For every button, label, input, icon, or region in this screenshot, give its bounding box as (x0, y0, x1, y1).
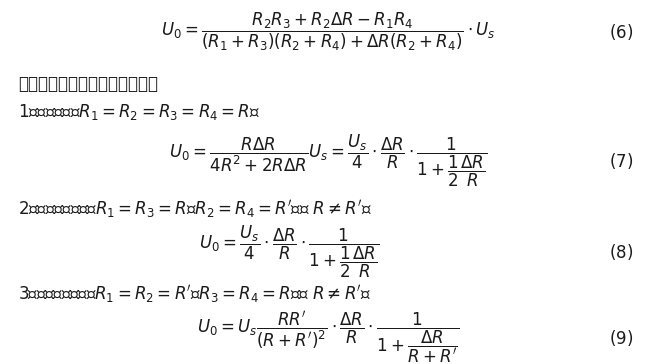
Text: 2）输出对称电桥（$R_1=R_3=R$，$R_2=R_4=R'$，且 $R\neq R'$）: 2）输出对称电桥（$R_1=R_3=R$，$R_2=R_4=R'$，且 $R\n… (18, 198, 372, 220)
Text: $U_0 = \dfrac{R_2R_3 + R_2\Delta R - R_1R_4}{(R_1+R_3)(R_2+R_4)+\Delta R(R_2+R_4: $U_0 = \dfrac{R_2R_3 + R_2\Delta R - R_1… (161, 11, 495, 53)
Text: $U_0 = \dfrac{U_s}{4} \cdot \dfrac{\Delta R}{R} \cdot \dfrac{1}{1+\dfrac{1}{2}\d: $U_0 = \dfrac{U_s}{4} \cdot \dfrac{\Delt… (199, 223, 380, 280)
Text: 1）等臂电桥（$R_1=R_2=R_3=R_4=R$）: 1）等臂电桥（$R_1=R_2=R_3=R_4=R$） (18, 102, 260, 122)
Text: $(7)$: $(7)$ (609, 151, 633, 171)
Text: $(8)$: $(8)$ (609, 242, 633, 262)
Text: $U_0 = U_s\dfrac{RR'}{(R+R')^2} \cdot \dfrac{\Delta R}{R} \cdot \dfrac{1}{1+\dfr: $U_0 = U_s\dfrac{RR'}{(R+R')^2} \cdot \d… (197, 310, 459, 364)
Text: 各种电桥的输出电压公式如下：: 各种电桥的输出电压公式如下： (18, 75, 158, 93)
Text: 3）电源对称电桥（$R_1=R_2=R'$，$R_3=R_4=R$，且 $R\neq R'$）: 3）电源对称电桥（$R_1=R_2=R'$，$R_3=R_4=R$，且 $R\n… (18, 283, 371, 305)
Text: $(6)$: $(6)$ (609, 22, 633, 42)
Text: $(9)$: $(9)$ (609, 328, 633, 348)
Text: $U_0 = \dfrac{R\Delta R}{4R^2 + 2R\Delta R}U_s = \dfrac{U_s}{4} \cdot \dfrac{\De: $U_0 = \dfrac{R\Delta R}{4R^2 + 2R\Delta… (169, 132, 487, 189)
